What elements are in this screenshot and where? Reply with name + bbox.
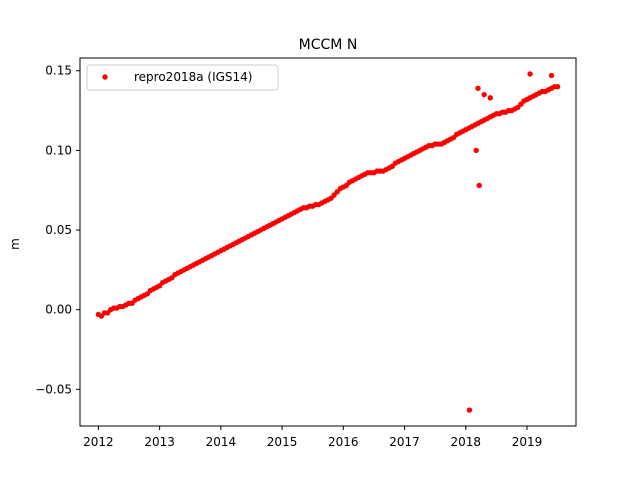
x-axis-ticks: 2012 2013 2014 2015 2016 2017 2018 2019: [83, 426, 542, 449]
x-tick-label: 2013: [144, 435, 175, 449]
legend: repro2018a (IGS14): [86, 64, 279, 91]
y-tick-label: −0.05: [35, 382, 72, 396]
legend-box: [86, 64, 279, 91]
y-tick-label: 0.10: [45, 143, 72, 157]
x-tick-label: 2018: [451, 435, 482, 449]
legend-label: repro2018a (IGS14): [134, 70, 252, 84]
y-tick-label: 0.05: [45, 223, 72, 237]
data-point: [548, 72, 555, 79]
x-tick-label: 2015: [267, 435, 298, 449]
data-point: [475, 85, 481, 91]
x-tick-label: 2019: [512, 435, 543, 449]
data-point: [476, 182, 482, 189]
y-tick-label: 0.00: [45, 303, 72, 317]
plot-frame: [79, 57, 577, 427]
data-point: [473, 147, 479, 154]
data-point: [481, 91, 487, 98]
x-tick-label: 2017: [389, 435, 420, 449]
data-point: [487, 95, 493, 101]
chart-title: MCCM N: [299, 37, 358, 53]
data-point: [466, 407, 473, 413]
data-points-layer: [95, 71, 561, 413]
legend-marker: [102, 74, 108, 80]
data-point: [554, 83, 561, 90]
y-tick-label: 0.15: [45, 64, 72, 78]
data-point: [527, 71, 533, 77]
y-axis-ticks: −0.05 0.00 0.05 0.10 0.15: [35, 64, 80, 396]
y-axis-label: m: [8, 238, 22, 250]
x-tick-label: 2016: [328, 435, 359, 449]
x-tick-label: 2014: [206, 435, 237, 449]
x-tick-label: 2012: [83, 435, 114, 449]
